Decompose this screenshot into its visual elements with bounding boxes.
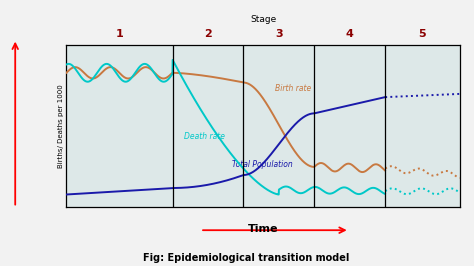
Text: Total Population: Total Population bbox=[232, 160, 292, 169]
Text: Birth rate: Birth rate bbox=[275, 84, 311, 93]
Text: 4: 4 bbox=[346, 29, 354, 39]
Text: Death rate: Death rate bbox=[184, 132, 225, 141]
Text: 1: 1 bbox=[116, 29, 123, 39]
Text: Fig: Epidemiological transition model: Fig: Epidemiological transition model bbox=[143, 253, 350, 263]
Text: 3: 3 bbox=[275, 29, 283, 39]
Text: 2: 2 bbox=[204, 29, 212, 39]
Text: Time: Time bbox=[248, 224, 278, 234]
Text: 5: 5 bbox=[419, 29, 426, 39]
Y-axis label: Births/ Deaths per 1000: Births/ Deaths per 1000 bbox=[57, 85, 64, 168]
Text: Stage: Stage bbox=[250, 15, 276, 24]
